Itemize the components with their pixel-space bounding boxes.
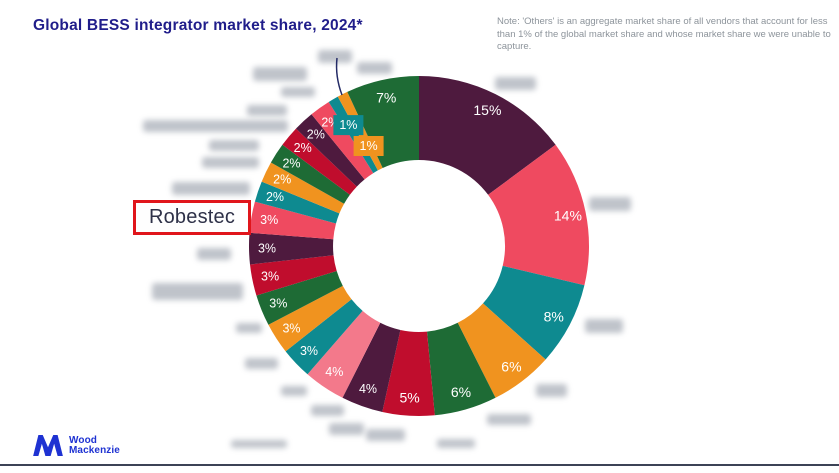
segment-percent-label: 3%	[269, 297, 287, 311]
segment-percent-label: 2%	[294, 141, 312, 155]
donut-segment-17	[270, 144, 350, 204]
segment-percent-label: 2%	[282, 156, 300, 170]
segment-percent-label: 6%	[501, 359, 521, 375]
segment-percent-label: 14%	[554, 208, 582, 224]
redacted-label	[202, 157, 259, 168]
donut-segment-11	[256, 271, 343, 325]
redacted-label	[253, 67, 307, 81]
donut-segment-18	[282, 128, 357, 195]
wood-mackenzie-logo: Wood Mackenzie	[33, 435, 120, 456]
donut-segment-5	[427, 322, 496, 416]
redacted-label	[487, 414, 531, 425]
redacted-label	[318, 50, 352, 63]
segment-percent-label: 15%	[473, 102, 501, 118]
segment-percent-label: 3%	[258, 241, 276, 255]
donut-segment-9	[285, 299, 363, 375]
wood-mackenzie-mark-icon	[33, 435, 63, 456]
percent-label-box	[353, 136, 384, 156]
redacted-label	[172, 182, 250, 195]
footer-divider	[0, 464, 839, 466]
percent-label-box	[333, 115, 364, 136]
donut-segment-10	[268, 285, 352, 352]
logo-line2: Mackenzie	[69, 444, 120, 456]
segment-percent-label: 2%	[266, 190, 284, 204]
segment-percent-label: 4%	[325, 365, 343, 379]
logo-line1: Wood	[69, 434, 97, 446]
redacted-label	[536, 384, 567, 397]
redacted-label	[357, 62, 392, 74]
donut-segment-4	[457, 303, 546, 398]
donut-segment-23	[347, 76, 419, 168]
redacted-label	[152, 283, 243, 300]
redacted-label	[589, 197, 631, 211]
redacted-label	[311, 405, 344, 416]
page-title: Global BESS integrator market share, 202…	[33, 17, 363, 34]
redacted-label	[329, 423, 364, 435]
donut-segment-1	[419, 75, 556, 195]
highlighted-vendor-name: Robestec	[148, 206, 236, 228]
redacted-label	[236, 323, 262, 333]
redacted-label	[245, 358, 278, 369]
segment-percent-label: 2%	[307, 127, 325, 141]
donut-segment-19	[296, 114, 365, 187]
donut-segment-16	[261, 162, 345, 214]
segment-percent-label: 1%	[360, 139, 378, 153]
callout-line	[335, 57, 343, 96]
segment-percent-label: 4%	[359, 382, 377, 396]
segment-percent-label: 3%	[260, 213, 278, 227]
redacted-label	[366, 429, 405, 441]
redacted-label	[231, 440, 287, 448]
donut-segment-6	[382, 330, 435, 417]
segment-percent-label: 3%	[300, 344, 318, 358]
segment-percent-label: 5%	[399, 390, 419, 406]
donut-segment-12	[250, 255, 337, 296]
donut-segment-7	[342, 322, 401, 412]
redacted-label	[585, 319, 623, 333]
segment-percent-label: 3%	[282, 322, 300, 336]
donut-segment-13	[248, 232, 334, 265]
donut-segment-3	[483, 265, 585, 360]
redacted-label	[281, 87, 315, 97]
donut-segment-2	[488, 144, 590, 286]
chart-note: Note: 'Others' is an aggregate market sh…	[497, 16, 831, 53]
segment-percent-label: 1%	[339, 118, 357, 132]
redacted-label	[495, 77, 536, 90]
donut-segment-8	[307, 310, 381, 398]
segment-percent-label: 6%	[451, 384, 471, 400]
redacted-label	[209, 140, 259, 151]
redacted-label	[197, 248, 231, 260]
donut-segment-14	[249, 201, 336, 240]
segment-percent-label: 2%	[273, 173, 291, 187]
redacted-label	[143, 120, 288, 132]
donut-segment-15	[254, 181, 340, 224]
redacted-label	[247, 105, 287, 116]
redacted-label	[437, 439, 475, 448]
segment-percent-label: 3%	[261, 270, 279, 284]
segment-percent-label: 7%	[376, 90, 396, 106]
redacted-label	[281, 386, 307, 396]
highlighted-vendor-box: Robestec	[133, 200, 251, 235]
segment-percent-label: 8%	[544, 309, 564, 325]
donut-segment-20	[311, 102, 374, 180]
wood-mackenzie-wordmark: Wood Mackenzie	[69, 434, 120, 456]
